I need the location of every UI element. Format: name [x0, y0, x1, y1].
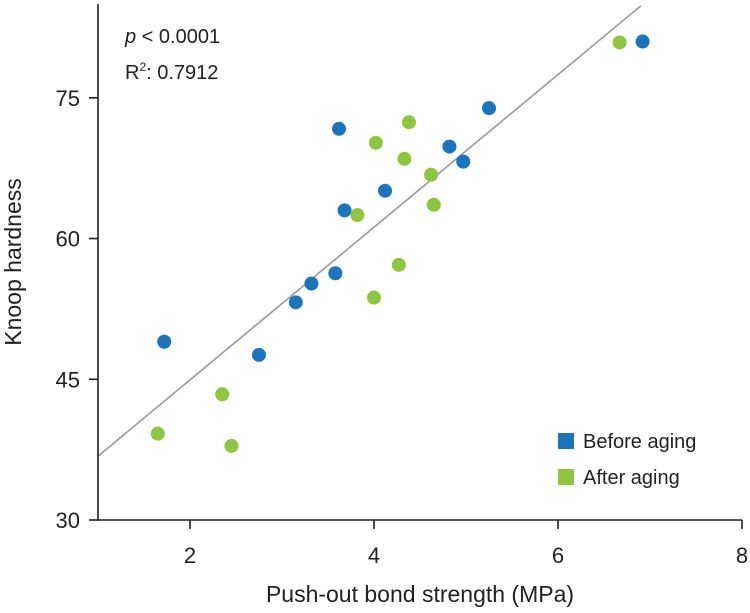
- x-tick-label-4: 4: [368, 543, 380, 568]
- point-before-aging-2: [288, 295, 303, 310]
- r-squared-annotation: R2: 0.7912: [125, 60, 218, 84]
- legend-swatch-after-aging: [558, 469, 574, 485]
- point-before-aging-10: [482, 101, 496, 116]
- point-after-aging-3: [350, 208, 365, 223]
- r-squared-value: : 0.7912: [146, 62, 218, 84]
- y-axis-title: Knoop hardness: [0, 178, 26, 346]
- point-after-aging-8: [401, 115, 416, 130]
- point-before-aging-0: [157, 334, 172, 349]
- point-after-aging-4: [367, 290, 381, 305]
- point-before-aging-3: [304, 276, 319, 291]
- point-after-aging-1: [215, 387, 230, 402]
- point-after-aging-6: [391, 257, 406, 272]
- y-tick-label-30: 30: [56, 508, 80, 533]
- point-before-aging-7: [378, 183, 393, 198]
- point-before-aging-8: [442, 139, 457, 154]
- point-after-aging-7: [397, 151, 412, 166]
- legend-swatch-before-aging: [558, 433, 574, 449]
- r-squared-superscript: 2: [139, 60, 146, 74]
- point-before-aging-9: [456, 154, 471, 169]
- point-after-aging-10: [426, 197, 441, 212]
- legend: Before aging After aging: [558, 431, 696, 489]
- point-after-aging-0: [150, 426, 165, 441]
- y-tick-label-60: 60: [56, 227, 80, 252]
- y-tick-label-45: 45: [56, 367, 80, 392]
- point-after-aging-9: [424, 167, 439, 182]
- x-tick-label-8: 8: [736, 543, 748, 568]
- point-before-aging-5: [332, 121, 347, 136]
- p-symbol: p: [124, 26, 136, 48]
- point-after-aging-2: [224, 438, 239, 453]
- point-before-aging-1: [252, 347, 266, 362]
- x-axis-title: Push-out bond strength (MPa): [266, 581, 574, 607]
- x-tick-label-6: 6: [552, 543, 564, 568]
- point-after-aging-5: [368, 135, 383, 150]
- x-tick-label-2: 2: [184, 543, 196, 568]
- legend-label-after-aging: After aging: [583, 467, 680, 489]
- regression-line: [97, 5, 642, 457]
- r-letter: R: [125, 62, 139, 84]
- point-after-aging-11: [612, 35, 627, 50]
- p-value-text: < 0.0001: [136, 26, 220, 48]
- p-value-annotation: p < 0.0001: [124, 26, 220, 48]
- point-before-aging-11: [635, 34, 650, 49]
- legend-label-before-aging: Before aging: [583, 431, 696, 453]
- y-tick-label-75: 75: [56, 86, 80, 111]
- point-before-aging-4: [328, 266, 343, 281]
- point-before-aging-6: [337, 203, 352, 218]
